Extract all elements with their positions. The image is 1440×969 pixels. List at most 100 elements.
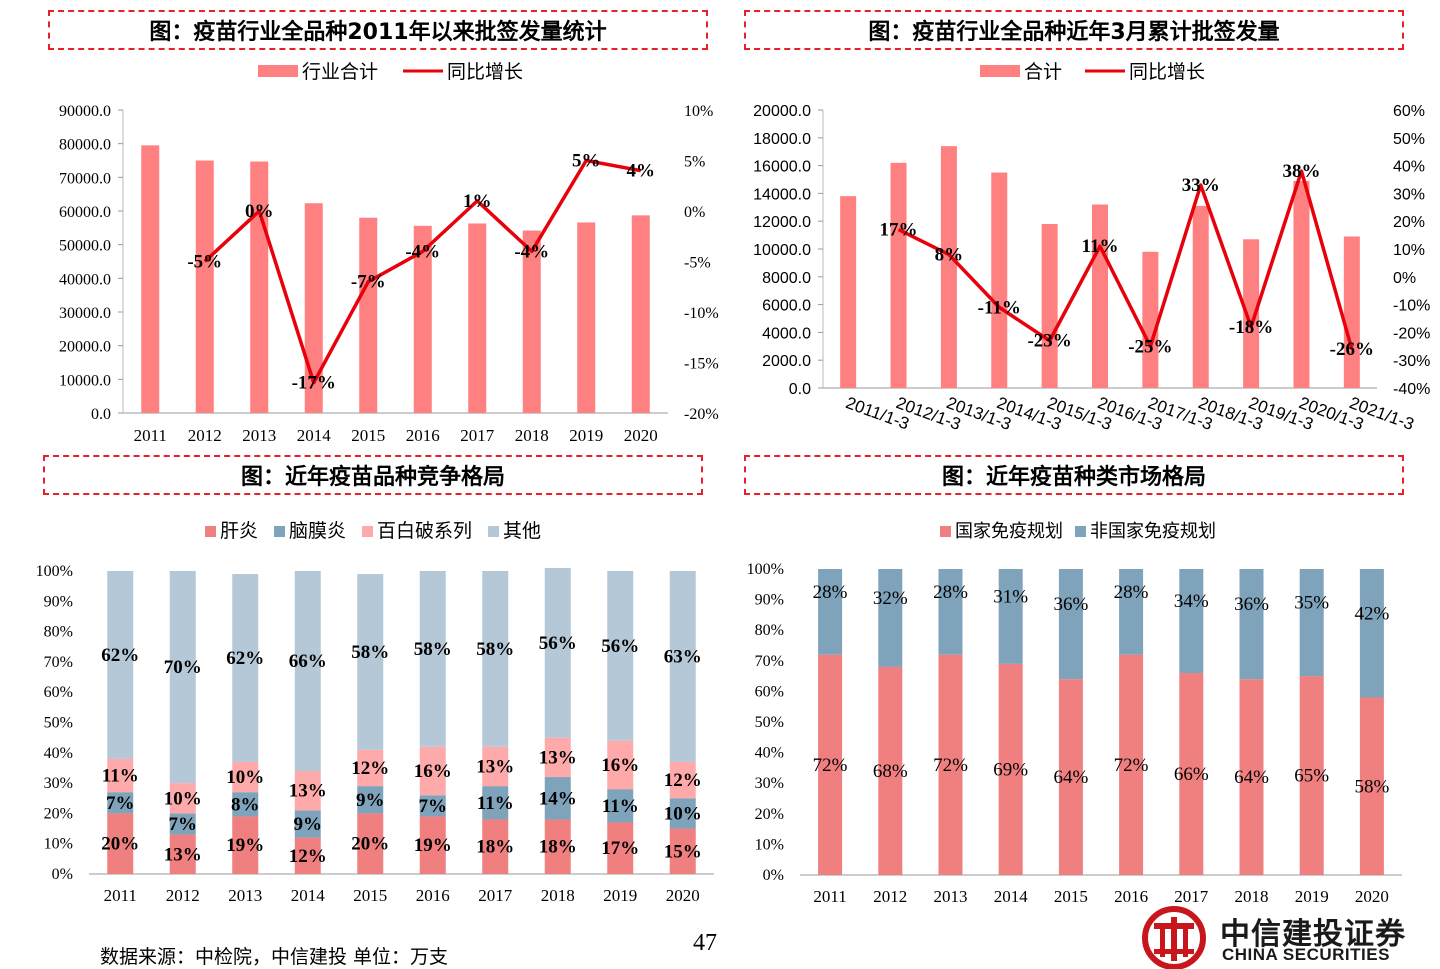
stack-segment (1119, 654, 1144, 875)
stack-segment (357, 574, 384, 750)
stack-data-label: 16% (601, 755, 639, 776)
stack-data-label: 7% (419, 796, 448, 817)
stack-data-label: 64% (1053, 767, 1088, 788)
stack-data-label: 11% (102, 766, 139, 787)
y2-tick-label: -5% (684, 255, 711, 272)
growth-data-label: -25% (1128, 336, 1172, 357)
chart2-title: 图：疫苗行业全品种近年3月累计批签发量 (744, 10, 1404, 50)
legend-label: 肝炎 (220, 520, 258, 542)
stack-data-label: 13% (164, 844, 202, 865)
y2-tick-label: 40% (1393, 159, 1425, 176)
x-tick-label: 2020 (1355, 887, 1389, 906)
x-tick-label: 2013 (242, 426, 276, 445)
y-tick-label: 0.0 (789, 381, 811, 398)
x-tick-label: 2012 (873, 887, 907, 906)
y2-tick-label: -15% (684, 356, 719, 373)
stack-data-label: 70% (164, 657, 202, 678)
stack-segment (169, 783, 196, 814)
x-tick-label: 2013 (228, 886, 262, 905)
stack-segment (294, 810, 321, 838)
x-tick-label: 2014 (291, 886, 326, 905)
growth-line (897, 169, 1354, 350)
x-tick-label: 2020 (624, 426, 658, 445)
bar (1192, 205, 1209, 388)
stack-segment (669, 828, 696, 874)
y-tick-label: 90% (755, 592, 784, 609)
bar (304, 203, 323, 413)
x-tick-label: 2018 (541, 886, 575, 905)
bar (1293, 180, 1310, 388)
growth-data-label: -17% (292, 373, 336, 394)
stack-data-label: 62% (101, 645, 139, 666)
stack-data-label: 20% (101, 834, 139, 855)
growth-data-label: 11% (1082, 236, 1119, 257)
y-tick-label: 30000.0 (59, 305, 111, 322)
y-tick-label: 30% (755, 775, 784, 792)
y2-tick-label: 30% (1393, 186, 1425, 203)
y2-tick-label: 50% (1393, 131, 1425, 148)
stack-data-label: 56% (601, 636, 639, 657)
x-tick-label: 2015 (353, 886, 387, 905)
stack-segment (232, 816, 259, 874)
y2-tick-label: -10% (1393, 298, 1430, 315)
y-tick-label: 90% (44, 593, 73, 610)
stack-segment (607, 740, 634, 790)
stack-data-label: 62% (226, 648, 264, 669)
stack-segment (669, 761, 696, 799)
stack-segment (669, 571, 696, 762)
chart4-svg: 国家免疫规划 非国家免疫规划 0% 10% 20% 30% 40% 50% 60% 70% 80% 9… (747, 521, 1402, 906)
stack-segment (1299, 676, 1324, 875)
x-tick-label: 2011 (104, 886, 137, 905)
x-tick-label: 2011 (813, 887, 846, 906)
y-tick-label: 10% (755, 836, 784, 853)
stack-segment (419, 571, 446, 747)
growth-data-label: 0% (245, 201, 274, 222)
y-tick-label: 4000.0 (762, 325, 811, 342)
stack-data-label: 19% (414, 835, 452, 856)
legend-label: 脑膜炎 (289, 520, 346, 542)
x-tick-label: 2019 (603, 886, 637, 905)
stack-segment (1179, 673, 1204, 875)
stack-data-label: 32% (873, 588, 908, 609)
stack-data-label: 11% (477, 793, 514, 814)
growth-data-label: -26% (1330, 339, 1374, 360)
y-tick-label: 20% (44, 805, 73, 822)
stack-segment (544, 777, 571, 820)
y-tick-label: 100% (747, 561, 784, 578)
stack-segment (998, 569, 1023, 664)
bar (250, 161, 269, 413)
legend-swatch (362, 526, 373, 537)
stack-data-label: 58% (414, 639, 452, 660)
growth-data-label: -4% (514, 241, 549, 262)
stack-data-label: 56% (539, 633, 577, 654)
y2-tick-label: 0% (1393, 270, 1416, 287)
y-tick-label: 14000.0 (753, 186, 811, 203)
stack-data-label: 63% (664, 646, 702, 667)
x-tick-label: 2012 (188, 426, 222, 445)
legend-label: 其他 (503, 520, 541, 542)
y-tick-label: 90000.0 (59, 103, 111, 120)
x-tick-label: 2014 (297, 426, 332, 445)
bar (195, 160, 214, 413)
stack-segment (482, 786, 509, 820)
y-tick-label: 80% (755, 622, 784, 639)
growth-data-label: 4% (627, 161, 656, 182)
x-tick-label: 2015 (1054, 887, 1088, 906)
stack-data-label: 10% (164, 788, 202, 809)
stack-segment (544, 819, 571, 874)
legend-bar-label: 合计 (1024, 61, 1062, 83)
x-tick-label: 2017 (478, 886, 513, 905)
stack-data-label: 69% (993, 759, 1028, 780)
stack-segment (1179, 569, 1204, 674)
y2-tick-label: -20% (1393, 325, 1430, 342)
bar (1142, 251, 1159, 388)
stack-segment (482, 746, 509, 787)
y-tick-label: 30% (44, 775, 73, 792)
stack-segment (294, 571, 321, 771)
stack-segment (607, 789, 634, 823)
stack-segment (419, 816, 446, 874)
stack-segment (818, 569, 843, 655)
growth-data-label: 5% (572, 151, 601, 172)
stack-data-label: 28% (933, 582, 968, 603)
growth-data-label: -11% (978, 297, 1021, 318)
